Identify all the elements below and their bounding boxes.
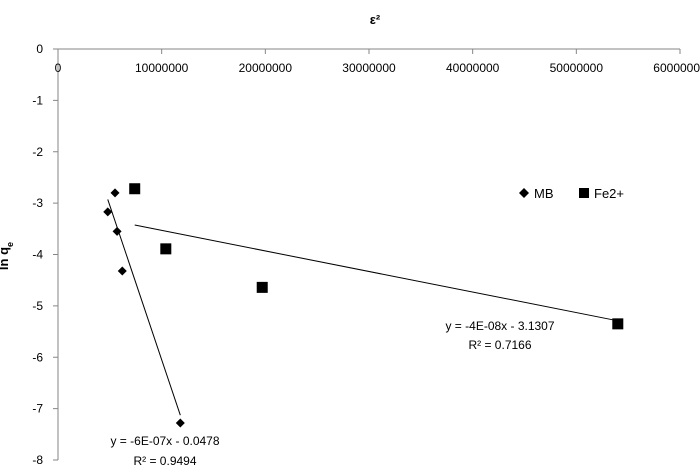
x-tick-label: 0 (55, 61, 62, 75)
y-tick-label: -1 (32, 93, 43, 107)
mb-point (103, 207, 113, 217)
trendlines (107, 199, 618, 416)
trendline-equation: y = -4E-08x - 3.1307 (445, 319, 554, 333)
legend-mb-label: MB (534, 186, 554, 201)
fe2-point (160, 243, 172, 255)
trendline-mb (107, 199, 181, 416)
x-tick-label: 20000000 (239, 61, 293, 75)
trendline-r2: R² = 0.7166 (468, 338, 531, 352)
x-tick-label: 40000000 (446, 61, 500, 75)
trendline-r2: R² = 0.9494 (133, 454, 196, 468)
y-tick-label: -5 (32, 299, 43, 313)
trendline-equation: y = -6E-07x - 0.0478 (110, 434, 219, 448)
mb-point (117, 266, 127, 276)
data-points (103, 183, 624, 428)
x-tick-label: 10000000 (135, 61, 189, 75)
fe2-point (256, 281, 268, 293)
y-tick-label: -2 (32, 145, 43, 159)
legend-fe2-marker (579, 188, 589, 198)
y-tick-label: -4 (32, 248, 43, 262)
y-tick-label: 0 (36, 42, 43, 56)
legend: MB Fe2+ (519, 186, 624, 201)
mb-point (112, 226, 122, 236)
trendline-annotations: y = -6E-07x - 0.0478 R² = 0.9494 y = -4E-0… (110, 319, 554, 468)
x-tick-label: 30000000 (342, 61, 396, 75)
trendline-fe2 (134, 224, 618, 322)
mb-point (175, 418, 185, 428)
y-axis-title: ln qe (0, 242, 15, 270)
y-tick-label: -7 (32, 402, 43, 416)
x-axis-title: ε² (370, 12, 381, 27)
y-tick-label: -3 (32, 196, 43, 210)
y-ticks: 0 -1 -2 -3 -4 -5 -6 -7 -8 (32, 42, 58, 467)
y-tick-label: -8 (32, 453, 43, 467)
fe2-point (612, 318, 624, 330)
legend-mb-marker (519, 188, 529, 198)
x-ticks: 0 10000000 20000000 30000000 40000000 5000000… (55, 49, 700, 75)
mb-point (110, 188, 120, 198)
y-tick-label: -6 (32, 350, 43, 364)
legend-fe2-label: Fe2+ (594, 186, 624, 201)
fe2-point (129, 183, 141, 195)
x-tick-label: 50000000 (550, 61, 604, 75)
